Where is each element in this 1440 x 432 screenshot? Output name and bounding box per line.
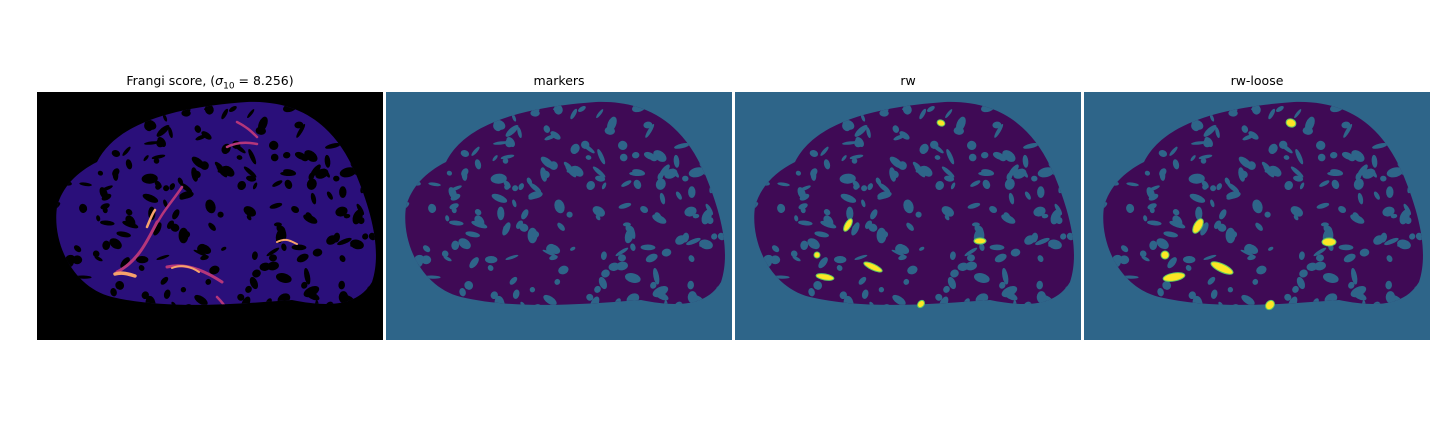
- image-markers: [386, 92, 732, 340]
- segmented-vessels: [1160, 118, 1337, 311]
- frangi-ridges: [113, 120, 298, 305]
- segmented-vessels: [813, 119, 987, 309]
- panel-title-frangi: Frangi score, (σ10 = 8.256): [126, 73, 294, 92]
- panel-rw: rw: [735, 0, 1081, 432]
- panel-title-rw-loose: rw-loose: [1230, 73, 1284, 88]
- panel-rw-loose: rw-loose: [1084, 0, 1430, 432]
- image-rw: [735, 92, 1081, 340]
- panel-title-markers: markers: [533, 73, 585, 88]
- panel-title-rw: rw: [900, 73, 916, 88]
- image-frangi: [37, 92, 383, 340]
- image-rw-loose: [1084, 92, 1430, 340]
- panel-markers: markers: [386, 0, 732, 432]
- panel-frangi: Frangi score, (σ10 = 8.256): [37, 0, 383, 432]
